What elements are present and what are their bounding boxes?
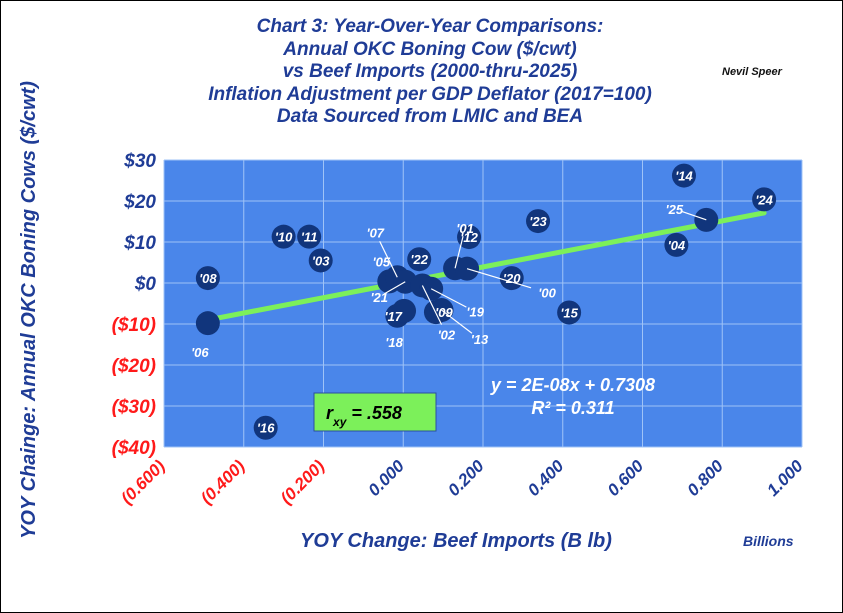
x-axis-label: YOY Change: Beef Imports (B lb) <box>300 530 612 552</box>
point-label: '00 <box>538 286 556 301</box>
point-label: '07 <box>366 225 384 240</box>
point-label: '03 <box>312 253 330 268</box>
data-point <box>195 266 220 291</box>
y-tick-label: ($10) <box>112 315 156 336</box>
trend-equation: y = 2E-08x + 0.7308 <box>490 375 655 395</box>
y-tick-label: $20 <box>123 192 156 213</box>
point-label: '17 <box>384 309 402 324</box>
x-tick-label: (0.400) <box>197 456 249 508</box>
rxy-text: rxy = .558 <box>326 403 402 429</box>
data-point <box>297 224 322 249</box>
label-leader-line <box>379 240 398 278</box>
data-point <box>195 311 220 336</box>
point-label: '06 <box>191 345 209 360</box>
point-label: '19 <box>466 305 484 320</box>
point-label: '24 <box>755 192 773 207</box>
title-line-3: vs Beef Imports (2000-thru-2025) <box>282 61 578 82</box>
point-label: '22 <box>410 252 428 267</box>
label-leader-line <box>430 288 467 308</box>
data-point <box>557 300 582 325</box>
title-line-5: Data Sourced from LMIC and BEA <box>276 106 584 127</box>
x-tick-label: 0.800 <box>684 456 728 500</box>
point-label: '12 <box>460 230 478 245</box>
point-label: '11 <box>301 230 318 245</box>
data-point <box>526 209 551 234</box>
point-label: '04 <box>668 238 686 253</box>
point-label: '16 <box>257 421 275 436</box>
point-label: '05 <box>373 254 391 269</box>
x-tick-label: 0.200 <box>444 456 488 500</box>
label-leader-line <box>441 309 473 334</box>
point-label: '13 <box>471 332 489 347</box>
point-label: '10 <box>275 230 293 245</box>
point-label: '21 <box>370 290 388 305</box>
y-tick-label: $10 <box>123 233 156 254</box>
chart-title: Chart 3: Year-Over-Year Comparisons: Ann… <box>150 16 710 129</box>
data-point <box>407 247 432 272</box>
x-tick-label: 1.000 <box>763 456 807 500</box>
x-tick-label: (0.600) <box>117 456 169 508</box>
x-tick-label: 0.600 <box>604 456 648 500</box>
label-leader-line <box>421 285 443 325</box>
trendline <box>205 210 767 323</box>
x-tick-label: (0.200) <box>277 456 329 508</box>
data-point <box>457 225 482 250</box>
x-axis-unit-label: Billions <box>743 533 794 549</box>
data-point <box>752 187 777 212</box>
point-label: '14 <box>675 169 693 184</box>
y-tick-label: ($20) <box>112 356 156 377</box>
point-label: '15 <box>560 306 578 321</box>
label-leader-line <box>680 210 707 221</box>
data-point <box>271 224 296 249</box>
data-point <box>392 298 417 323</box>
author-label: Nevil Speer <box>722 66 782 78</box>
point-label: '20 <box>503 271 521 286</box>
data-point <box>253 415 278 440</box>
y-tick-label: ($40) <box>112 438 156 459</box>
label-leader-line <box>384 281 406 295</box>
label-leader-line <box>466 268 532 289</box>
point-label: '08 <box>199 271 217 286</box>
title-line-2: Annual OKC Boning Cow ($/cwt) <box>283 38 577 60</box>
y-axis-label: YOY Chainge: Annual OKC Boning Cows ($/c… <box>18 81 40 539</box>
data-point <box>671 163 696 188</box>
point-label: '01 <box>456 221 474 236</box>
point-label: '18 <box>385 335 403 350</box>
y-tick-label: $30 <box>123 151 156 172</box>
x-tick-label: 0.000 <box>365 456 409 500</box>
title-line-1: Chart 3: Year-Over-Year Comparisons: <box>256 16 604 37</box>
point-label: '25 <box>666 202 684 217</box>
label-leader-line <box>454 236 464 269</box>
rxy-box <box>313 392 437 432</box>
x-tick-label: 0.400 <box>524 456 568 500</box>
data-point <box>308 248 333 273</box>
point-label: '23 <box>529 214 547 229</box>
title-line-4: Inflation Adjustment per GDP Deflator (2… <box>208 83 652 105</box>
r-squared: R² = 0.311 <box>531 398 614 418</box>
y-tick-label: $0 <box>134 274 157 295</box>
y-tick-label: ($30) <box>112 397 156 418</box>
point-label: '02 <box>438 327 456 342</box>
data-point <box>664 232 689 257</box>
